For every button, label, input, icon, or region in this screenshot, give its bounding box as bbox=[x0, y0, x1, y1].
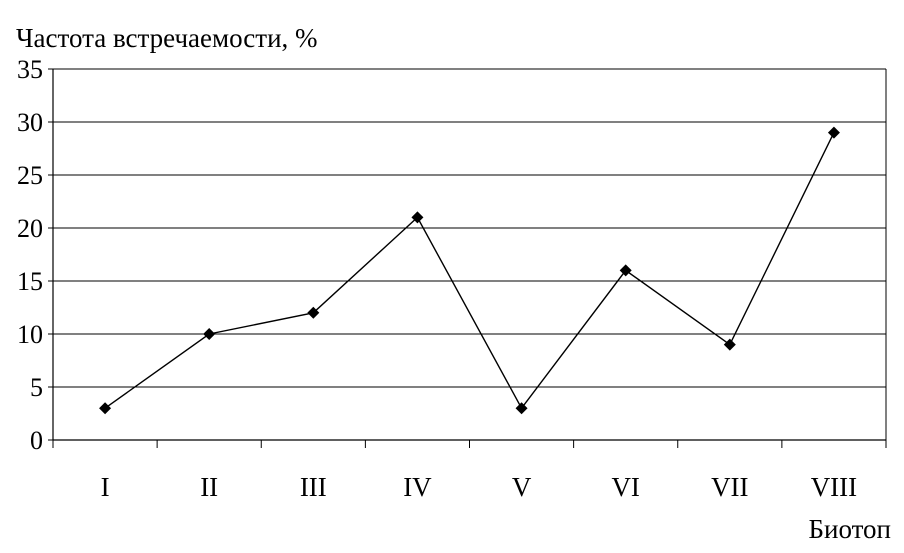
series-line bbox=[104, 132, 835, 410]
x-tick-label-IV: IV bbox=[403, 472, 432, 502]
y-tick-label: 5 bbox=[30, 373, 43, 402]
data-point-VII bbox=[723, 338, 736, 351]
y-tick-label: 20 bbox=[17, 214, 43, 243]
y-tick-label: 30 bbox=[17, 108, 43, 137]
x-tick-label-VI: VI bbox=[611, 472, 640, 502]
y-axis-label: Частота встречаемости, % bbox=[16, 23, 318, 53]
y-tick-label: 25 bbox=[17, 161, 43, 190]
gridlines bbox=[53, 68, 886, 388]
data-point-III bbox=[307, 306, 320, 319]
series-group bbox=[99, 126, 840, 415]
y-tick-label: 15 bbox=[17, 267, 43, 296]
y-tick-label: 35 bbox=[17, 55, 43, 84]
x-tick-label-II: II bbox=[200, 472, 218, 502]
data-point-II bbox=[203, 328, 216, 340]
axes bbox=[48, 68, 887, 448]
data-point-V bbox=[515, 402, 528, 415]
y-tick-label: 10 bbox=[17, 320, 43, 349]
x-axis-label: Биотоп bbox=[809, 514, 892, 544]
x-tick-labels: I II III IV V VI VII VIII bbox=[101, 472, 858, 502]
data-point-VIII bbox=[827, 126, 840, 139]
data-point-I bbox=[99, 402, 112, 415]
x-tick-label-VII: VII bbox=[711, 472, 748, 502]
x-tick-label-V: V bbox=[512, 472, 532, 502]
x-tick-label-VIII: VIII bbox=[811, 472, 857, 502]
y-tick-label: 0 bbox=[30, 426, 43, 455]
x-tick-label-I: I bbox=[101, 472, 110, 502]
data-point-IV bbox=[411, 211, 424, 224]
y-tick-labels: 0 5 10 15 20 25 30 35 bbox=[17, 55, 43, 455]
x-tick-label-III: III bbox=[300, 472, 327, 502]
data-point-VI bbox=[619, 264, 632, 277]
